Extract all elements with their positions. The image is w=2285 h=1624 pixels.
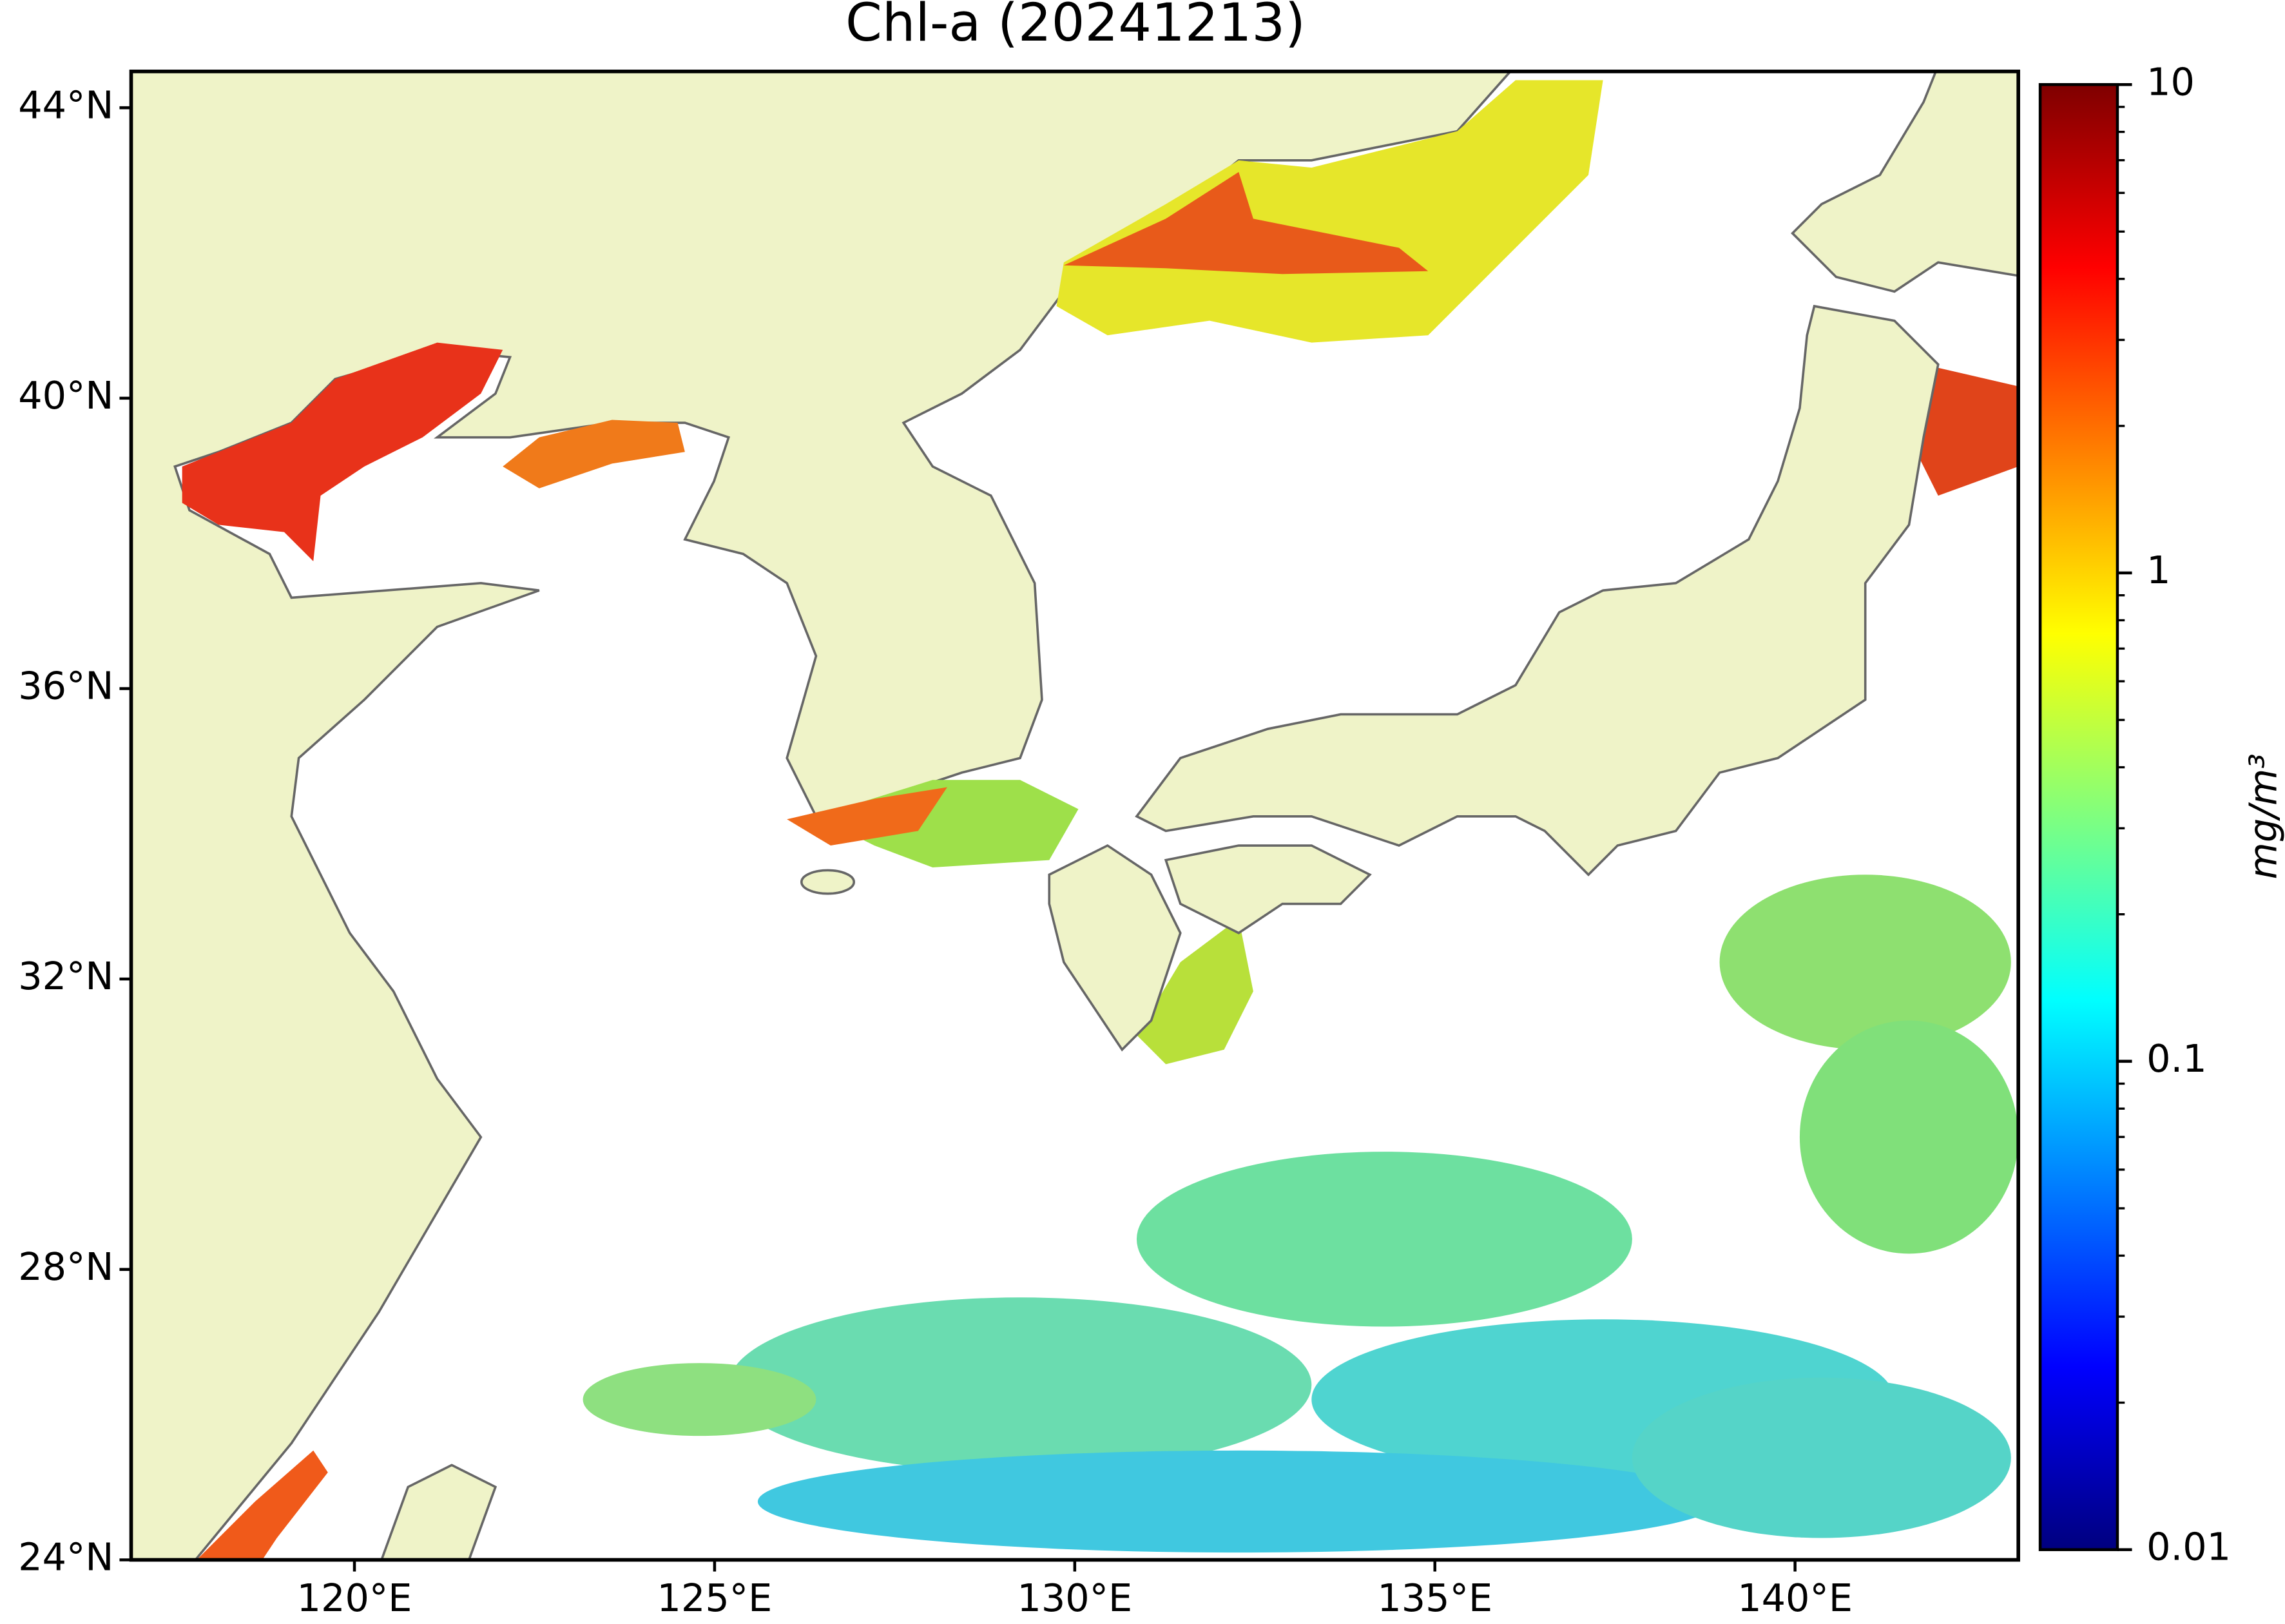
- colorbar-tick-label: 0.1: [2146, 1036, 2207, 1081]
- chl-patch: [1799, 1020, 2019, 1254]
- chart-title: Chl-a (20241213): [845, 0, 1306, 53]
- land-jeju: [800, 869, 856, 895]
- y-tick-label: 40°N: [18, 373, 113, 418]
- colorbar-tick-label: 0.01: [2146, 1525, 2231, 1569]
- chl-patch: [583, 1363, 816, 1436]
- x-tick-label: 140°E: [1737, 1576, 1853, 1620]
- colorbar-tick-label: 1: [2146, 548, 2170, 592]
- y-tick-label: 24°N: [18, 1535, 113, 1580]
- chl-patch: [1063, 171, 1429, 275]
- chl-patch: [182, 342, 503, 561]
- chl-patch: [757, 1450, 1720, 1553]
- map-area: [131, 71, 2019, 1560]
- land-kyushu: [1048, 844, 1182, 1052]
- chl-patch: [1719, 875, 2011, 1050]
- y-tick-label: 32°N: [18, 954, 113, 998]
- y-tick-label: 28°N: [18, 1244, 113, 1289]
- chl-patch: [1136, 1152, 1632, 1327]
- land-hokkaido: [1791, 71, 2019, 293]
- chl-patch: [1136, 918, 1253, 1065]
- chl-patch: [197, 1450, 328, 1560]
- colorbar-label: mg/m³: [2241, 753, 2285, 879]
- land-honshu: [1135, 304, 1940, 876]
- x-tick-label: 135°E: [1377, 1576, 1492, 1620]
- chl-patch: [1916, 364, 2019, 496]
- colorbar-tick-label: 10: [2146, 59, 2195, 104]
- chl-patch: [1632, 1377, 2011, 1538]
- x-tick-label: 125°E: [657, 1576, 773, 1620]
- chl-patch: [728, 1297, 1312, 1473]
- chl-patch: [787, 787, 947, 846]
- land-taiwan: [380, 1464, 497, 1560]
- chl-patch: [1056, 80, 1603, 343]
- y-tick-label: 44°N: [18, 82, 113, 127]
- x-tick-label: 120°E: [297, 1576, 412, 1620]
- land-shikoku: [1164, 844, 1372, 934]
- y-tick-label: 36°N: [18, 664, 113, 708]
- chl-patch: [503, 420, 685, 488]
- colorbar: [2038, 82, 2119, 1551]
- x-tick-label: 130°E: [1017, 1576, 1132, 1620]
